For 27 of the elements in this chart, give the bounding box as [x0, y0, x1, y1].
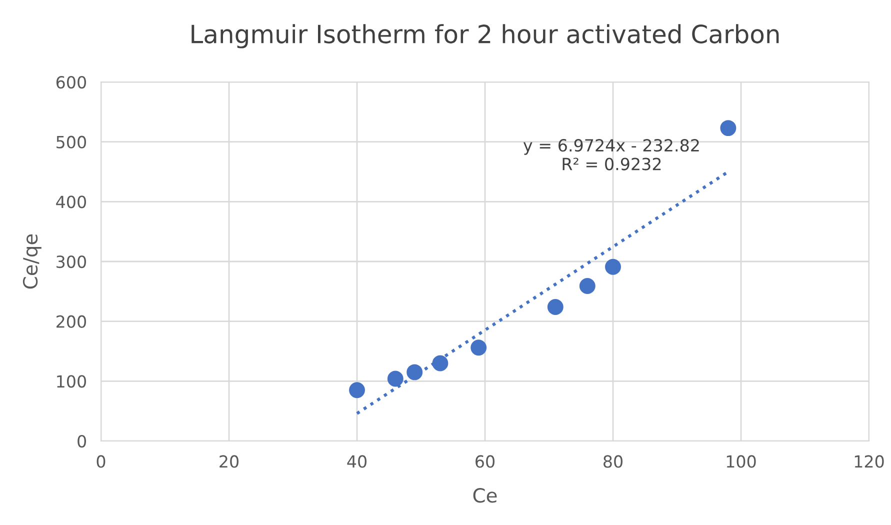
- y-tick-label: 400: [56, 196, 86, 208]
- chart-title: Langmuir Isotherm for 2 hour activated Carbon: [192, 24, 779, 48]
- point: [349, 382, 365, 398]
- point: [720, 120, 736, 136]
- x-tick-label: 20: [220, 455, 238, 468]
- x-tick-label: 0: [96, 455, 106, 468]
- x-tick-label: 80: [604, 455, 622, 468]
- x-tick-label: 40: [347, 455, 366, 468]
- x-tick-label: 60: [476, 455, 494, 468]
- point: [605, 258, 621, 275]
- annotation: y = 6.9724x - 232.82 R² = 0.9232: [523, 139, 699, 170]
- point: [387, 370, 404, 387]
- y-axis-title: Ce/qe: [22, 234, 42, 289]
- y-tick-label: 600: [56, 76, 86, 89]
- point: [579, 278, 596, 294]
- x-tick-label: 100: [726, 455, 756, 468]
- point: [406, 364, 423, 380]
- y-tick-label: 300: [56, 255, 86, 268]
- x-axis-title: Ce: [473, 488, 497, 503]
- y-tick-label: 0: [78, 434, 86, 448]
- y-tick-label: 100: [57, 375, 86, 388]
- point: [432, 355, 448, 372]
- y-tick-label: 200: [56, 315, 86, 328]
- point: [470, 340, 487, 356]
- point: [547, 298, 564, 315]
- x-tick-label: 120: [854, 455, 884, 468]
- y-tick-label: 500: [56, 136, 86, 148]
